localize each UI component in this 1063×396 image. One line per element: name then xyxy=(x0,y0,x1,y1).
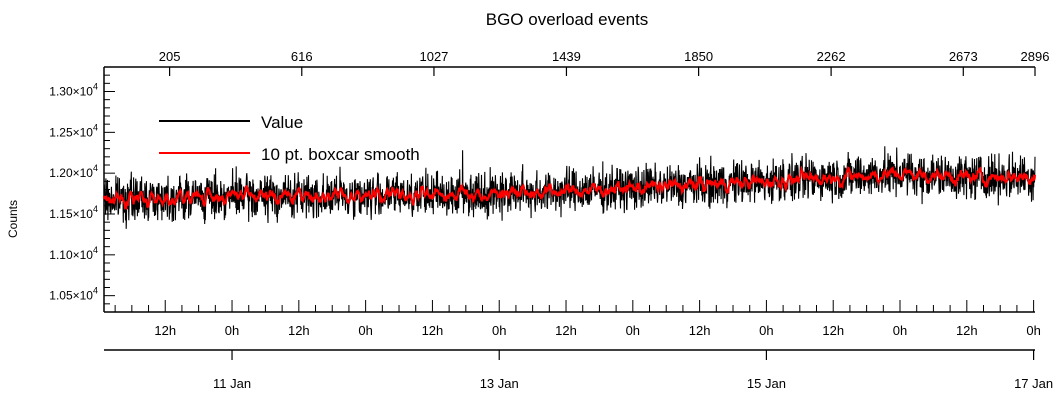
x-hour-label: 0h xyxy=(492,323,506,338)
x-hour-label: 0h xyxy=(358,323,372,338)
legend-label-value: Value xyxy=(261,113,303,132)
legend: Value 10 pt. boxcar smooth xyxy=(159,113,420,164)
top-tick-label: 2262 xyxy=(817,49,846,64)
series-smooth-line xyxy=(103,165,1036,211)
x-hour-label: 12h xyxy=(689,323,711,338)
y-tick-label: 1.30×104 xyxy=(49,82,98,99)
y-axis-label: Counts xyxy=(6,200,20,238)
x-hour-label: 12h xyxy=(555,323,577,338)
y-axis: 1.05×104 1.10×104 1.15×104 1.20×104 1.25×104… xyxy=(49,67,115,312)
x-hour-label: 0h xyxy=(1026,323,1040,338)
top-tick-label: 205 xyxy=(159,49,181,64)
plot-area xyxy=(103,146,1036,229)
top-tick-label: 2673 xyxy=(949,49,978,64)
x-hour-label: 0h xyxy=(759,323,773,338)
x-axis-dates: 11 Jan 13 Jan 15 Jan 17 Jan xyxy=(104,349,1053,391)
y-tick-label: 1.20×104 xyxy=(49,163,98,180)
y-tick-label: 1.25×104 xyxy=(49,122,98,139)
x-hour-label: 12h xyxy=(422,323,444,338)
top-axis: 205 616 1027 1439 1850 2262 2673 2896 xyxy=(104,49,1049,76)
date-tick-label: 13 Jan xyxy=(480,376,519,391)
date-tick-label: 15 Jan xyxy=(747,376,786,391)
x-hour-label: 12h xyxy=(154,323,176,338)
top-tick-label: 1027 xyxy=(419,49,448,64)
x-axis-hours: 12h 0h 12h 0h 12h 0h 12h 0h 12h 0h 12h 0h 12h 0h xyxy=(104,300,1041,338)
y-tick-label: 1.15×104 xyxy=(49,204,98,221)
top-tick-label: 2896 xyxy=(1021,49,1050,64)
x-hour-label: 12h xyxy=(288,323,310,338)
y-tick-label: 1.05×104 xyxy=(49,286,98,303)
x-hour-label: 0h xyxy=(225,323,239,338)
date-tick-label: 17 Jan xyxy=(1014,376,1053,391)
legend-label-smooth: 10 pt. boxcar smooth xyxy=(261,145,420,164)
x-hour-label: 12h xyxy=(822,323,844,338)
y-tick-label: 1.10×104 xyxy=(49,245,98,262)
top-tick-label: 1850 xyxy=(684,49,713,64)
x-hour-label: 0h xyxy=(893,323,907,338)
date-tick-label: 11 Jan xyxy=(213,376,251,391)
top-tick-label: 616 xyxy=(291,49,313,64)
x-hour-label: 0h xyxy=(626,323,640,338)
chart-title: BGO overload events xyxy=(486,10,649,29)
x-hour-label: 12h xyxy=(956,323,978,338)
top-tick-label: 1439 xyxy=(552,49,581,64)
